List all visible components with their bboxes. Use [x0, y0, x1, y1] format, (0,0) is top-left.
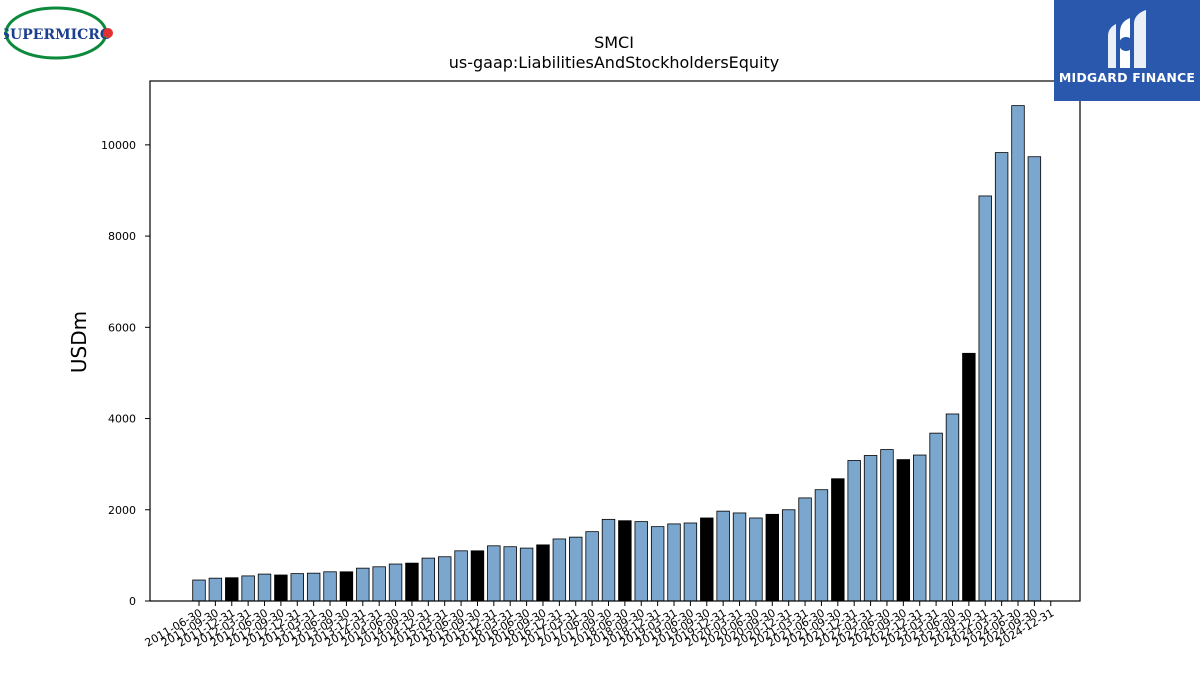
- bar-2012-06-30: [257, 573, 272, 602]
- bar-2018-12-31: [650, 526, 665, 602]
- bar-2022-12-31: [913, 454, 927, 602]
- plot-frame: [149, 80, 1081, 602]
- y-tick-label: 0: [129, 595, 136, 608]
- bar-2012-09-30: [274, 574, 288, 602]
- bar-2013-12-31: [356, 567, 370, 602]
- bar-2021-12-31: [847, 460, 861, 602]
- bar-2020-12-31: [781, 509, 796, 602]
- midgard-finance-logo: MIDGARD FINANCE: [1054, 0, 1200, 101]
- y-tick-label: 2000: [108, 504, 136, 517]
- bar-2024-03-31: [994, 152, 1009, 602]
- bar-2020-09-30: [765, 513, 780, 602]
- bar-2013-03-31: [306, 572, 321, 602]
- bar-2021-09-30: [831, 478, 845, 602]
- bar-2019-06-30: [683, 522, 698, 602]
- bar-2022-03-31: [863, 455, 878, 602]
- bar-2024-06-30: [1011, 105, 1025, 602]
- bar-2017-03-31: [569, 536, 583, 602]
- chart-title: SMCI: [594, 33, 634, 52]
- bar-2014-12-31: [421, 557, 436, 602]
- bar-2019-09-30: [700, 517, 714, 602]
- bar-2019-03-31: [667, 523, 681, 602]
- bar-2014-03-31: [372, 566, 386, 602]
- y-tick-label: 10000: [101, 139, 136, 152]
- bar-2019-12-31: [716, 510, 730, 602]
- y-tick-label: 6000: [108, 321, 136, 334]
- logo-left-text: SUPERMICRO: [4, 27, 112, 43]
- bar-2018-09-30: [634, 521, 648, 602]
- bar-2016-09-30: [536, 544, 550, 602]
- y-tick-label: 4000: [108, 413, 136, 426]
- bar-2014-06-30: [388, 563, 403, 602]
- logo-right-text: MIDGARD FINANCE: [1058, 70, 1196, 85]
- logo-red-dot-icon: [103, 28, 113, 38]
- bar-2023-03-31: [929, 432, 943, 602]
- bar-2016-12-31: [552, 538, 567, 602]
- bar-2023-09-30: [962, 352, 976, 602]
- bar-2015-09-30: [470, 550, 485, 602]
- bar-2011-12-31: [225, 577, 239, 602]
- bar-2022-06-30: [880, 449, 894, 602]
- bar-2015-03-31: [437, 556, 452, 602]
- bar-2020-03-31: [732, 512, 747, 602]
- bar-2016-06-30: [519, 547, 534, 602]
- bar-2012-03-31: [241, 575, 255, 602]
- y-axis-label: USDm: [67, 311, 91, 373]
- bar-2017-09-30: [601, 518, 616, 602]
- bar-2013-09-30: [339, 571, 354, 602]
- bar-2012-12-31: [290, 573, 304, 602]
- y-tick-label: 8000: [108, 230, 136, 243]
- bar-2014-09-30: [405, 562, 419, 602]
- bar-2013-06-30: [323, 571, 337, 602]
- bar-2011-06-30: [192, 579, 206, 602]
- bars-group: [192, 105, 1042, 602]
- axes-group: 2011-06-302011-09-302011-12-312012-03-31…: [101, 139, 1056, 650]
- bar-2015-06-30: [454, 550, 468, 602]
- bar-2023-06-30: [945, 413, 960, 602]
- supermicro-logo: SUPERMICRO: [0, 6, 116, 62]
- chart-subtitle: us-gaap:LiabilitiesAndStockholdersEquity: [449, 53, 780, 72]
- bar-2020-06-30: [749, 517, 763, 602]
- bar-2011-09-30: [208, 577, 223, 602]
- bar-2016-03-31: [503, 546, 517, 602]
- bar-2017-06-30: [585, 531, 599, 602]
- bar-2021-06-30: [814, 489, 829, 602]
- bar-2022-09-30: [896, 459, 911, 602]
- bar-2015-12-31: [487, 545, 501, 602]
- midgard-mark-icon: [1108, 10, 1146, 68]
- bar-2021-03-31: [798, 497, 812, 602]
- bar-2023-12-31: [978, 195, 992, 602]
- bar-2024-09-30: [1027, 156, 1042, 602]
- bar-2018-06-30: [618, 520, 632, 602]
